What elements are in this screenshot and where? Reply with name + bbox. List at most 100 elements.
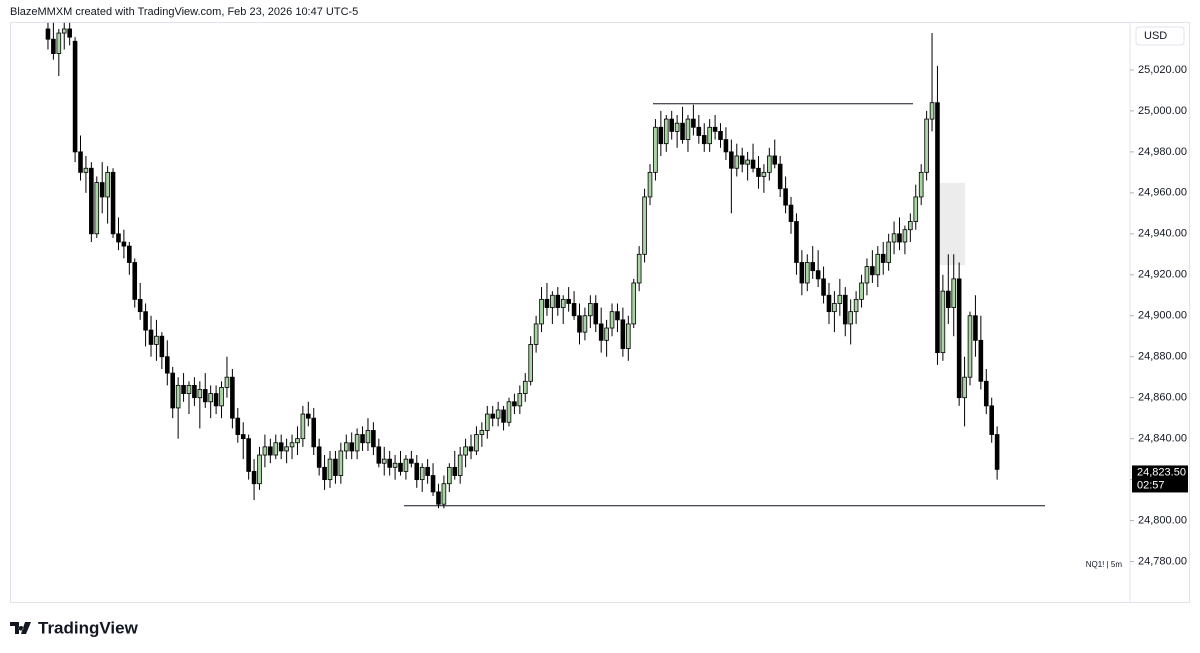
candle-body	[360, 434, 365, 444]
y-tick-label: 24,980.00	[1138, 146, 1187, 158]
candle-body	[691, 118, 696, 128]
candle-body	[268, 446, 273, 456]
symbol: NQ1! | 5m	[1086, 560, 1123, 569]
candle-body	[148, 329, 154, 345]
candle-body	[376, 446, 382, 464]
candle-body	[978, 339, 984, 382]
candle-body	[349, 442, 354, 452]
candle-body	[663, 118, 669, 145]
candle-body	[208, 393, 213, 403]
candle-body	[490, 413, 496, 419]
candle-body	[729, 151, 734, 169]
candle-body	[306, 413, 311, 419]
candle-body	[788, 204, 794, 222]
candle-body	[848, 311, 853, 325]
candle-body	[701, 135, 707, 145]
candle-body	[398, 462, 403, 472]
candle-body	[615, 311, 620, 321]
candle-body	[137, 298, 143, 313]
candle-body	[994, 434, 1000, 470]
currency: USD	[1144, 30, 1167, 42]
candle-body	[853, 298, 859, 313]
candle-body	[240, 434, 246, 440]
candle-body	[685, 118, 691, 140]
candle-body	[859, 282, 864, 300]
candle-body	[365, 430, 371, 444]
candle-body	[447, 466, 452, 485]
candle-body	[908, 221, 913, 231]
y-tick-label: 24,940.00	[1138, 228, 1187, 240]
candle-body	[734, 155, 740, 169]
candle-body	[230, 376, 235, 419]
candle-body	[127, 245, 132, 263]
candle-body	[647, 171, 653, 198]
candle-body	[154, 335, 159, 345]
candle-body	[105, 171, 110, 198]
last-price-label: 24,823.50	[1137, 466, 1186, 478]
candle-body	[799, 262, 805, 284]
candle-body	[468, 446, 474, 452]
candle-body	[273, 442, 279, 456]
candle-body	[929, 102, 935, 120]
candle-body	[289, 442, 295, 448]
y-tick-label: 25,000.00	[1138, 105, 1187, 117]
candle-body	[414, 462, 420, 481]
candle-body	[598, 323, 604, 341]
candle-body	[143, 311, 148, 331]
candle-body	[327, 458, 333, 481]
candle-body	[251, 471, 257, 485]
countdown: 02:57	[1137, 479, 1165, 491]
candle-body	[653, 126, 658, 173]
candle-body	[544, 298, 550, 308]
candle-body	[78, 151, 83, 173]
y-tick-label: 24,840.00	[1138, 433, 1187, 445]
candle-body	[311, 417, 317, 448]
candle-body	[528, 344, 533, 382]
candle-body	[680, 122, 685, 140]
candle-body	[604, 327, 609, 341]
candle-body	[213, 393, 219, 407]
candle-body	[940, 290, 946, 354]
candle-body	[246, 438, 251, 472]
candle-body	[99, 182, 105, 198]
candle-body	[322, 466, 327, 481]
candle-body	[343, 442, 349, 452]
candle-body	[202, 389, 208, 403]
y-tick-label: 24,920.00	[1138, 269, 1187, 281]
candle-body	[501, 409, 506, 423]
candle-body	[392, 462, 398, 468]
candle-body	[989, 405, 994, 435]
candle-body	[409, 458, 414, 464]
candle-body	[973, 315, 978, 341]
candle-body	[826, 294, 832, 313]
candle-body	[745, 159, 750, 165]
candle-body	[495, 409, 501, 419]
candle-body	[609, 311, 615, 329]
y-tick-label: 25,020.00	[1138, 64, 1187, 76]
candle-body	[300, 413, 306, 440]
candle-body	[159, 335, 165, 358]
candle-body	[794, 221, 799, 263]
candle-body	[761, 171, 767, 177]
candle-body	[56, 32, 62, 54]
candle-body	[51, 38, 56, 54]
candle-body	[804, 262, 810, 284]
frame	[10, 22, 1190, 603]
candle-body	[181, 384, 186, 394]
y-tick-label: 24,780.00	[1138, 555, 1187, 567]
candle-body	[842, 294, 848, 325]
candle-body	[512, 401, 517, 407]
candle-body	[560, 298, 566, 308]
candle-body	[571, 303, 577, 317]
candle-body	[631, 282, 637, 325]
candle-body	[626, 323, 631, 349]
candle-body	[186, 384, 192, 394]
footer: TradingView	[38, 618, 139, 637]
candle-body	[295, 438, 300, 444]
candle-body	[262, 446, 268, 456]
candle-body	[517, 393, 523, 407]
shaded-zone	[936, 183, 965, 265]
candle-body	[94, 182, 100, 235]
candle-body	[891, 233, 897, 243]
candle-body	[197, 389, 203, 399]
